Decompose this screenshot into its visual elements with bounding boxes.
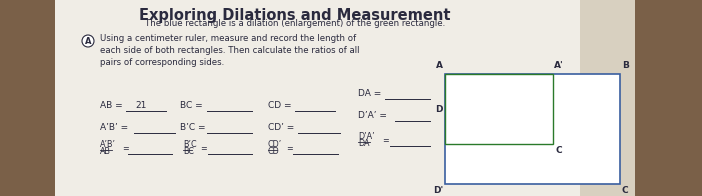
Text: AB: AB [100, 147, 111, 156]
Text: AB =: AB = [100, 101, 123, 110]
Text: A': A' [554, 61, 564, 70]
Bar [580, 0, 635, 196]
Text: A: A [436, 61, 443, 70]
Text: BC =: BC = [180, 101, 203, 110]
Bar [445, 74, 553, 144]
Text: A’B’ =: A’B’ = [100, 123, 128, 132]
Text: C: C [622, 186, 628, 195]
Text: DA: DA [358, 139, 369, 148]
Text: The blue rectangle is a dilation (enlargement) of the green rectangle.: The blue rectangle is a dilation (enlarg… [145, 19, 445, 28]
Text: =: = [286, 144, 293, 153]
Bar [55, 0, 635, 196]
Text: A: A [85, 36, 91, 45]
Text: =: = [122, 144, 128, 153]
Text: C: C [555, 146, 562, 155]
Text: Exploring Dilations and Measurement: Exploring Dilations and Measurement [139, 8, 451, 23]
Text: D’A’ =: D’A’ = [358, 111, 387, 120]
Text: CD =: CD = [268, 101, 291, 110]
Text: CD’ =: CD’ = [268, 123, 294, 132]
Text: =: = [200, 144, 207, 153]
Text: Using a centimeter ruler, measure and record the length of
each side of both rec: Using a centimeter ruler, measure and re… [100, 34, 359, 67]
Bar [445, 74, 620, 184]
Text: DA =: DA = [358, 89, 381, 98]
Text: A’B’: A’B’ [100, 140, 116, 149]
Text: CD: CD [268, 147, 280, 156]
Text: B: B [622, 61, 629, 70]
Text: 21: 21 [135, 101, 147, 110]
Text: B’C =: B’C = [180, 123, 206, 132]
Circle shape [82, 35, 94, 47]
Text: CD’: CD’ [268, 140, 282, 149]
Text: B’C: B’C [183, 140, 197, 149]
Text: =: = [382, 136, 389, 145]
Text: D’A’: D’A’ [358, 132, 375, 141]
Text: D: D [435, 104, 443, 113]
Text: BC: BC [183, 147, 194, 156]
Text: D': D' [432, 186, 443, 195]
